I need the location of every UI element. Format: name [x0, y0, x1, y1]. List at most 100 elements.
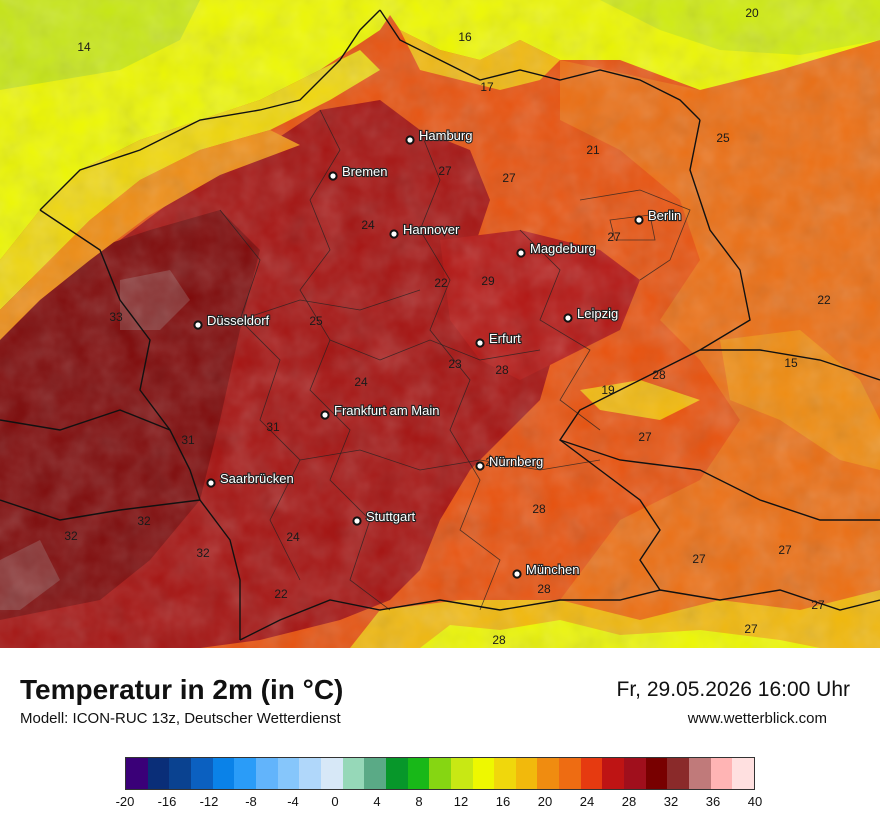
legend-swatch — [580, 758, 603, 789]
temperature-label: 19 — [601, 383, 615, 397]
city-dot — [193, 320, 203, 330]
legend-swatch — [559, 758, 581, 789]
city-marker[interactable]: Leipzig — [563, 305, 619, 323]
city-dot — [634, 215, 644, 225]
legend-swatch — [710, 758, 733, 789]
legend-tick-label: -20 — [115, 794, 135, 809]
city-label: Berlin — [648, 208, 681, 223]
legend-tick-label: 24 — [579, 794, 595, 809]
city-marker[interactable]: Nürnberg — [475, 453, 544, 471]
legend-swatch — [602, 758, 625, 789]
temperature-labels: 14 16 17 20 25 21 27 27 24 27 22 29 22 33 25 23 28 15 28 24… — [64, 6, 831, 647]
legend-tick-label: -4 — [287, 794, 299, 809]
temperature-label: 33 — [109, 310, 123, 324]
temperature-label: 24 — [286, 530, 300, 544]
temperature-label: 24 — [361, 218, 375, 232]
legend-swatch — [732, 758, 755, 789]
legend-tick-label: 28 — [621, 794, 637, 809]
city-label: Bremen — [342, 164, 388, 179]
temperature-label: 28 — [532, 502, 546, 516]
city-dot — [512, 569, 522, 579]
country-borders — [0, 9, 880, 641]
temperature-label: 15 — [784, 356, 798, 370]
legend-swatch — [342, 758, 365, 789]
city-label: Stuttgart — [366, 509, 416, 524]
city-marker[interactable]: Hamburg — [405, 127, 474, 145]
temperature-label: 27 — [811, 598, 825, 612]
temperature-label: 31 — [181, 433, 195, 447]
legend-tick-label: 16 — [495, 794, 511, 809]
city-marker[interactable]: Stuttgart — [352, 508, 417, 526]
temperature-label: 28 — [495, 363, 509, 377]
temperature-label: 17 — [480, 80, 494, 94]
temperature-label: 32 — [137, 514, 151, 528]
legend-tick-label: 32 — [663, 794, 679, 809]
city-marker[interactable]: Bremen — [328, 163, 389, 181]
city-dot — [206, 478, 216, 488]
city-label: Nürnberg — [489, 454, 543, 469]
city-label: Magdeburg — [530, 241, 596, 256]
city-dot — [352, 516, 362, 526]
legend-tick-label: 20 — [537, 794, 553, 809]
legend-swatch — [190, 758, 213, 789]
model-info: Modell: ICON-RUC 13z, Deutscher Wetterdi… — [20, 710, 341, 727]
legend-tick-label: -12 — [199, 794, 219, 809]
temperature-label: 31 — [266, 420, 280, 434]
legend-tick-label: 36 — [705, 794, 721, 809]
legend-swatch — [537, 758, 560, 789]
legend-swatch — [364, 758, 386, 789]
temperature-label: 22 — [274, 587, 288, 601]
city-marker[interactable]: Saarbrücken — [206, 470, 295, 488]
legend-swatch — [407, 758, 430, 789]
website-link[interactable]: www.wetterblick.com — [687, 710, 827, 727]
city-marker[interactable]: Hannover — [389, 221, 461, 239]
city-label: Frankfurt am Main — [334, 403, 439, 418]
temperature-label: 24 — [354, 375, 368, 389]
legend-swatch — [320, 758, 343, 789]
legend-swatch — [515, 758, 538, 789]
city-label: Erfurt — [489, 331, 521, 346]
city-markers: Hamburg Bremen Hannover Berlin Magdeburg Leip… — [193, 127, 682, 579]
legend-tick-label: 0 — [331, 794, 339, 809]
city-marker[interactable]: Frankfurt am Main — [320, 402, 441, 420]
forecast-datetime: Fr, 29.05.2026 16:00 Uhr — [616, 678, 851, 701]
legend-tick-label: 12 — [453, 794, 469, 809]
city-marker[interactable]: Magdeburg — [516, 240, 597, 258]
temperature-label: 27 — [692, 552, 706, 566]
temperature-label: 28 — [485, 455, 499, 469]
temperature-label: 28 — [652, 368, 666, 382]
city-marker[interactable]: München — [512, 561, 581, 579]
city-dot — [328, 171, 338, 181]
temperature-label: 29 — [481, 274, 495, 288]
city-dot — [475, 338, 485, 348]
legend-swatch — [212, 758, 235, 789]
city-dot — [516, 248, 526, 258]
legend-swatch — [624, 758, 646, 789]
temperature-label: 23 — [448, 357, 462, 371]
legend-swatch — [169, 758, 191, 789]
state-borders — [219, 109, 691, 611]
legend-swatch — [299, 758, 321, 789]
legend-swatch — [689, 758, 711, 789]
temperature-label: 21 — [586, 143, 600, 157]
city-marker[interactable]: Berlin — [634, 207, 682, 225]
city-label: Hamburg — [419, 128, 472, 143]
legend-swatch — [385, 758, 408, 789]
city-label: Saarbrücken — [220, 471, 294, 486]
temperature-map[interactable]: 14 16 17 20 25 21 27 27 24 27 22 29 22 33 25 23 28 15 28 24… — [0, 0, 880, 648]
legend-swatch — [645, 758, 668, 789]
temperature-label: 27 — [638, 430, 652, 444]
legend-swatch — [147, 758, 170, 789]
city-marker[interactable]: Düsseldorf — [193, 312, 271, 330]
temperature-label: 22 — [434, 276, 448, 290]
temperature-label: 16 — [458, 30, 472, 44]
temperature-label: 27 — [438, 164, 452, 178]
temperature-label: 32 — [64, 529, 78, 543]
temperature-label: 27 — [502, 171, 516, 185]
city-dot — [389, 229, 399, 239]
temperature-label: 22 — [817, 293, 831, 307]
temperature-label: 27 — [778, 543, 792, 557]
city-marker[interactable]: Erfurt — [475, 330, 522, 348]
legend-tick-label: 8 — [415, 794, 423, 809]
temperature-label: 25 — [716, 131, 730, 145]
